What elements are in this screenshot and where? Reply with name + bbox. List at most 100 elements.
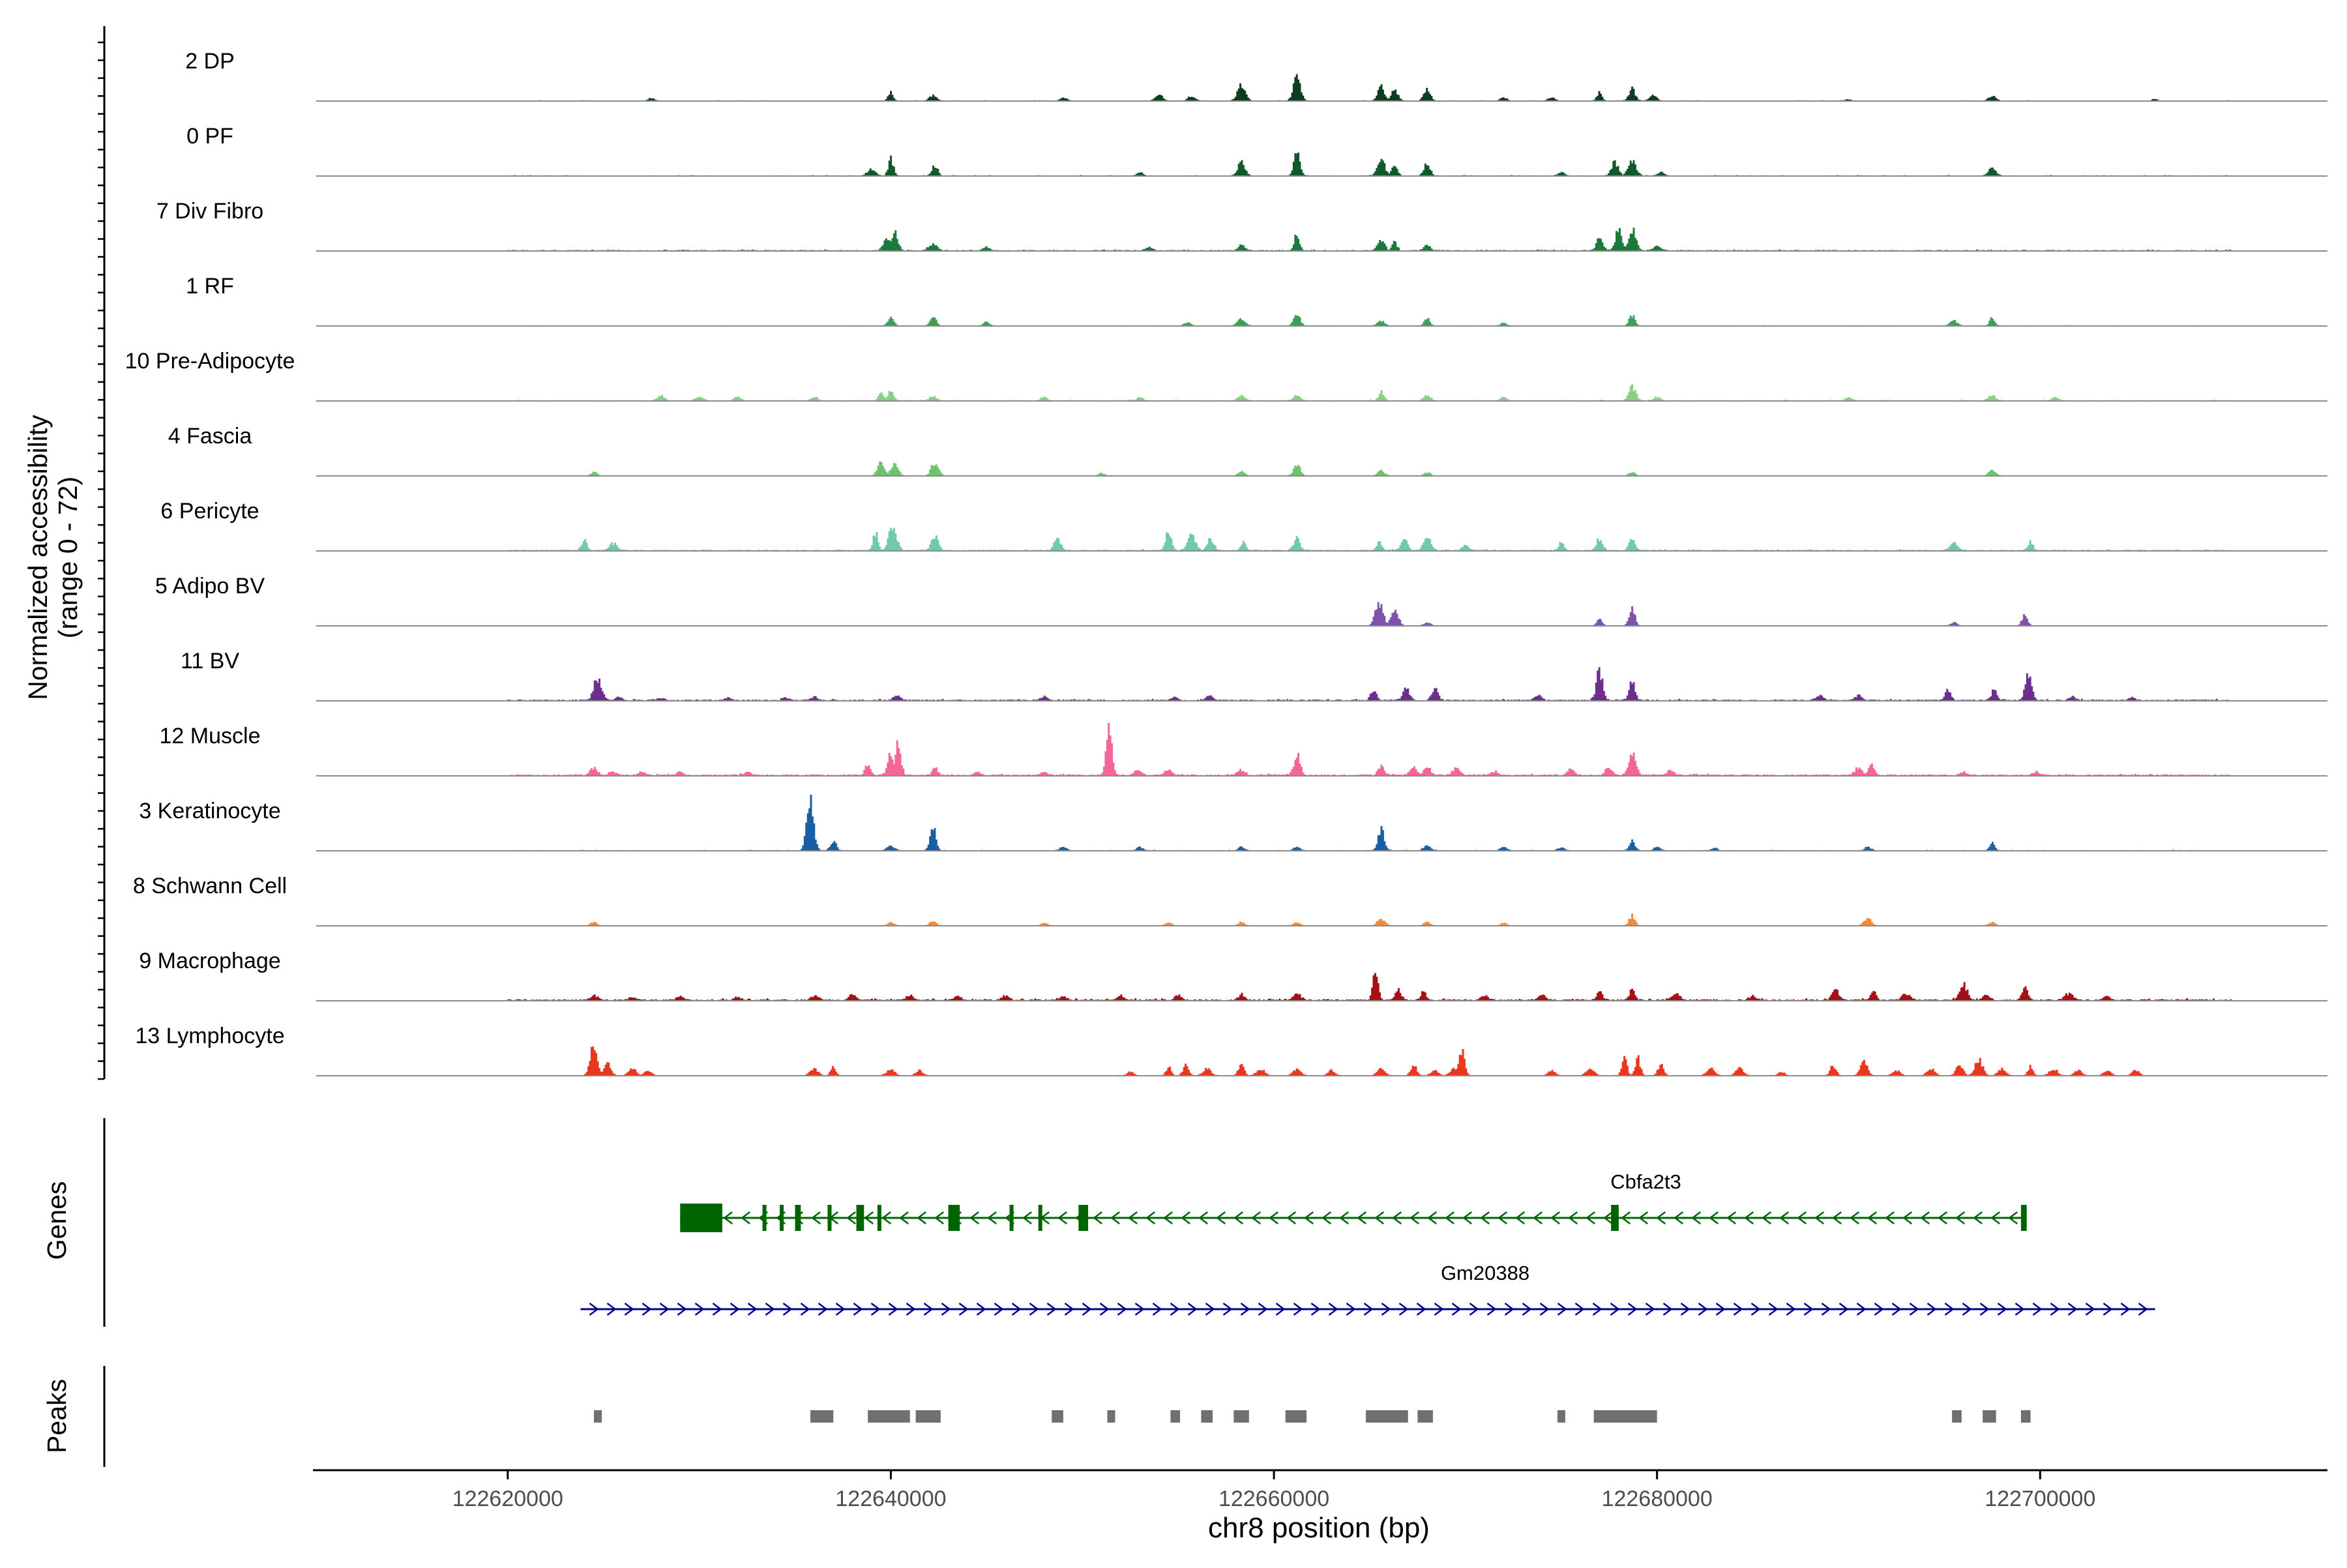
strand-chevron: [2050, 1303, 2060, 1316]
exon: [948, 1205, 960, 1231]
track-label: 10 Pre-Adipocyte: [125, 349, 295, 374]
strand-chevron: [941, 1303, 951, 1316]
strand-chevron: [1134, 1303, 1145, 1316]
track-label: 3 Keratinocyte: [139, 799, 280, 823]
strand-chevron: [723, 1211, 733, 1224]
strand-chevron: [1216, 1211, 1226, 1224]
gene-cbfa2t3: Cbfa2t3: [680, 1170, 2027, 1232]
strand-chevron: [1434, 1303, 1444, 1316]
peak-region: [1983, 1410, 1996, 1423]
strand-chevron: [1803, 1303, 1814, 1316]
strand-chevron: [1603, 1211, 1613, 1224]
y-axis-title: Normalized accessibility (range 0 - 72): [23, 415, 83, 700]
gene-label: Cbfa2t3: [1610, 1170, 1681, 1193]
peaks-track: Peaks: [42, 1366, 2031, 1467]
strand-chevron: [1057, 1211, 1067, 1224]
exon: [1038, 1205, 1042, 1231]
strand-chevron: [1381, 1303, 1391, 1316]
strand-chevron: [934, 1211, 944, 1224]
strand-chevron: [659, 1303, 670, 1316]
strand-chevron: [906, 1303, 916, 1316]
track-10-pre-adipocyte: 10 Pre-Adipocyte: [125, 349, 2327, 402]
strand-chevron: [1768, 1303, 1779, 1316]
track-1-rf: 1 RF: [186, 274, 2327, 327]
strand-chevron: [1832, 1211, 1842, 1224]
strand-chevron: [1498, 1211, 1507, 1224]
strand-chevron: [1222, 1303, 1233, 1316]
track-label: 1 RF: [186, 274, 234, 299]
strand-chevron: [1304, 1211, 1314, 1224]
strand-chevron: [1462, 1211, 1472, 1224]
strand-chevron: [1181, 1211, 1190, 1224]
strand-chevron: [958, 1303, 969, 1316]
strand-chevron: [1698, 1303, 1708, 1316]
strand-chevron: [1321, 1211, 1331, 1224]
strand-chevron: [1522, 1303, 1532, 1316]
strand-chevron: [782, 1303, 793, 1316]
strand-chevron: [917, 1211, 926, 1224]
strand-chevron: [1469, 1303, 1479, 1316]
strand-chevron: [1779, 1211, 1789, 1224]
strand-chevron: [1621, 1211, 1631, 1224]
strand-chevron: [1363, 1303, 1374, 1316]
exon: [780, 1205, 784, 1231]
strand-chevron: [1533, 1211, 1543, 1224]
peaks-panel-label: Peaks: [42, 1379, 72, 1453]
strand-chevron: [1082, 1303, 1092, 1316]
strand-chevron: [677, 1303, 687, 1316]
strand-chevron: [1726, 1211, 1736, 1224]
strand-chevron: [712, 1303, 722, 1316]
strand-chevron: [1480, 1211, 1490, 1224]
strand-chevron: [624, 1303, 634, 1316]
strand-chevron: [835, 1303, 846, 1316]
strand-chevron: [1557, 1303, 1567, 1316]
strand-chevron: [2015, 1303, 2025, 1316]
strand-chevron: [1346, 1303, 1356, 1316]
strand-chevron: [2085, 1303, 2095, 1316]
exon: [2020, 1205, 2027, 1231]
strand-chevron: [1099, 1303, 1110, 1316]
strand-chevron: [1786, 1303, 1796, 1316]
strand-chevron: [589, 1303, 599, 1316]
x-tick-label: 122700000: [1985, 1487, 2095, 1511]
peak-region: [1170, 1410, 1181, 1423]
strand-chevron: [1955, 1211, 1965, 1224]
coverage-tracks: 2 DP 0 PF 7 Div Fibro 1 RF 10 Pre-Adipocyte 4…: [98, 26, 2327, 1080]
y-axis-title-line2: (range 0 - 72): [53, 477, 83, 638]
track-label: 6 Pericyte: [160, 499, 259, 524]
strand-chevron: [1029, 1303, 1039, 1316]
strand-chevron: [881, 1211, 891, 1224]
gene-label: Gm20388: [1441, 1262, 1529, 1284]
strand-chevron: [694, 1303, 705, 1316]
strand-chevron: [800, 1303, 810, 1316]
strand-chevron: [606, 1303, 617, 1316]
strand-chevron: [1357, 1211, 1366, 1224]
strand-chevron: [1638, 1211, 1648, 1224]
strand-chevron: [1328, 1303, 1338, 1316]
strand-chevron: [747, 1303, 758, 1316]
strand-chevron: [1398, 1303, 1409, 1316]
coverage-area: [507, 973, 2232, 1001]
strand-chevron: [1997, 1303, 2007, 1316]
track-9-macrophage: 9 Macrophage: [139, 949, 2327, 1001]
strand-chevron: [1445, 1211, 1454, 1224]
strand-chevron: [1152, 1303, 1162, 1316]
track-3-keratinocyte: 3 Keratinocyte: [139, 795, 2327, 851]
strand-chevron: [1909, 1303, 1919, 1316]
peak-region: [1593, 1410, 1657, 1423]
strand-chevron: [1744, 1211, 1754, 1224]
strand-chevron: [1198, 1211, 1208, 1224]
strand-chevron: [1339, 1211, 1349, 1224]
strand-chevron: [1821, 1303, 1831, 1316]
strand-chevron: [1128, 1211, 1138, 1224]
strand-chevron: [1662, 1303, 1673, 1316]
track-4-fascia: 4 Fascia: [168, 424, 2327, 477]
exon: [680, 1204, 722, 1232]
strand-chevron: [741, 1211, 750, 1224]
strand-chevron: [1938, 1211, 1947, 1224]
strand-chevron: [1568, 1211, 1578, 1224]
strand-chevron: [994, 1303, 1004, 1316]
strand-chevron: [1233, 1211, 1243, 1224]
track-8-schwann-cell: 8 Schwann Cell: [133, 874, 2327, 926]
track-label: 0 PF: [186, 124, 233, 149]
